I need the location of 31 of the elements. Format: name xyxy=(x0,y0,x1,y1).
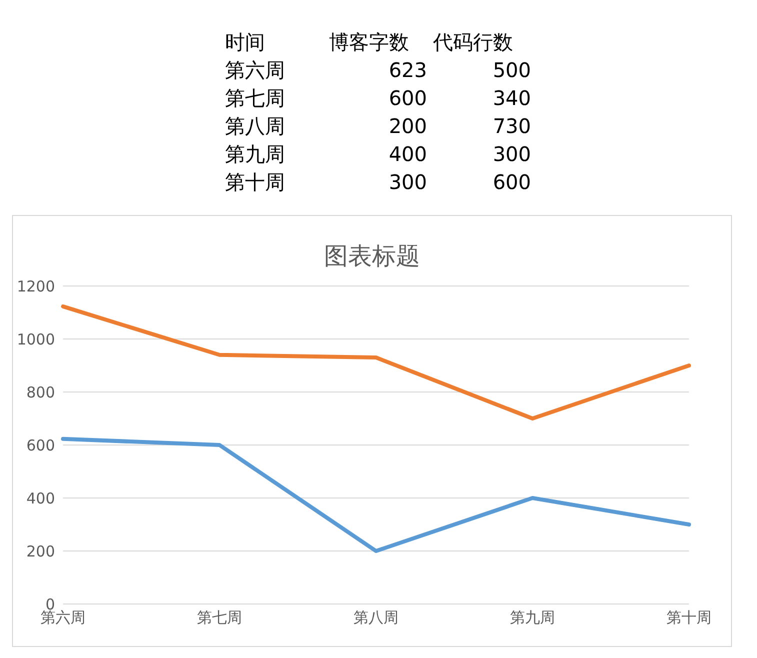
x-tick-label: 第七周 xyxy=(197,608,242,627)
category-label: 第十周 xyxy=(224,169,286,196)
category-label: 第八周 xyxy=(224,113,286,140)
data-label: 600 xyxy=(388,85,428,112)
data-label: 400 xyxy=(388,141,428,168)
text: 博客字数 xyxy=(328,29,410,56)
x-tick-label: 第八周 xyxy=(354,608,398,627)
chart-title: 图表标题 xyxy=(323,241,421,272)
y-tick-label: 1200 xyxy=(16,277,55,296)
category-label: 第七周 xyxy=(224,85,286,112)
line-series xyxy=(61,304,691,420)
y-tick-label: 400 xyxy=(26,489,55,508)
data-label: 340 xyxy=(492,85,532,112)
y-tick-label: 800 xyxy=(26,383,55,402)
data-label: 623 xyxy=(388,57,428,84)
data-label: 300 xyxy=(492,141,532,168)
y-tick-label: 200 xyxy=(26,542,55,560)
line-series xyxy=(61,436,691,553)
x-tick-label: 第九周 xyxy=(510,608,555,627)
category-label: 第六周 xyxy=(224,57,286,84)
data-label: 300 xyxy=(388,169,428,196)
data-label: 500 xyxy=(492,57,532,84)
data-label: 730 xyxy=(492,113,532,140)
text: 代码行数 xyxy=(432,29,514,56)
text: 时间 xyxy=(224,29,266,56)
data-label: 600 xyxy=(492,169,532,196)
category-label: 第九周 xyxy=(224,141,286,168)
data-label: 200 xyxy=(388,113,428,140)
y-tick-label: 600 xyxy=(26,436,55,454)
y-tick-label: 1000 xyxy=(16,330,55,348)
x-tick-label: 第十周 xyxy=(666,608,712,627)
